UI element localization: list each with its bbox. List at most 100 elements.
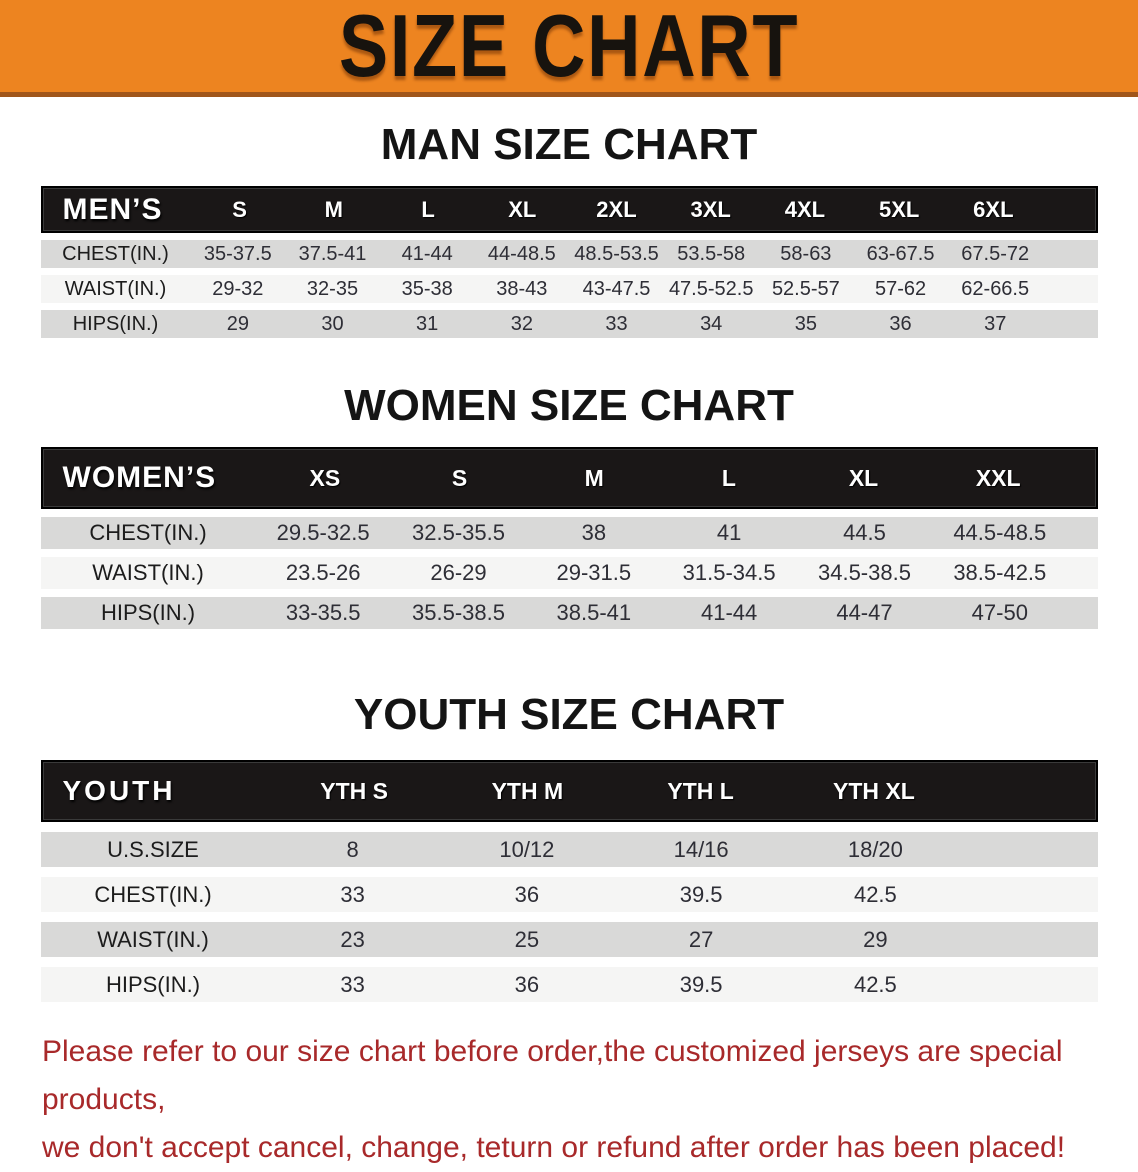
measurement-row: WAIST(IN.) 23 25 27 29 <box>40 922 1098 957</box>
size-value: 18/20 <box>847 836 903 862</box>
size-value: 39.5 <box>679 971 723 997</box>
size-column-header: YTH S <box>320 777 388 804</box>
size-value: 29 <box>863 926 888 952</box>
size-column-header: 2XL <box>596 196 637 222</box>
size-column-header: YTH XL <box>832 777 915 804</box>
size-value: 44-47 <box>836 600 893 625</box>
women-table-body: CHEST(IN.) 29.5-32.5 32.5-35.5 38 41 44.5 44.5… <box>40 517 1098 629</box>
size-value: 33 <box>340 881 365 907</box>
size-value: 10/12 <box>499 836 555 862</box>
size-value: 29-31.5 <box>556 560 632 585</box>
women-table-header-row: WOMEN’S XS S M L XL XXL <box>40 447 1098 509</box>
size-column-header: 3XL <box>690 196 731 222</box>
size-value: 36 <box>514 881 540 907</box>
measurement-row: HIPS(IN.) 33-35.5 35.5-38.5 38.5-41 41-44 44-… <box>40 597 1098 629</box>
size-value: 29 <box>226 312 249 335</box>
size-column-header: L <box>421 196 435 222</box>
size-value: 32-35 <box>306 277 359 300</box>
size-value: 8 <box>346 836 359 862</box>
size-group-label: MEN’S <box>62 192 163 226</box>
women-section-heading: WOMEN SIZE CHART <box>344 381 794 430</box>
size-column-header: XXL <box>975 464 1021 491</box>
measurement-label: HIPS(IN.) <box>100 600 196 625</box>
measurement-row: CHEST(IN.) 33 36 39.5 42.5 <box>40 877 1098 912</box>
size-value: 38.5-41 <box>556 600 632 625</box>
size-column-header: YTH L <box>667 777 734 804</box>
measurement-label: WAIST(IN.) <box>64 277 167 300</box>
youth-section-heading: YOUTH SIZE CHART <box>353 690 785 739</box>
men-table-header-row: MEN’S S M L XL 2XL 3XL 4XL 5XL 6XL <box>40 186 1098 233</box>
size-value: 41 <box>716 520 742 545</box>
men-section-heading: MAN SIZE CHART <box>380 120 758 169</box>
size-value: 31.5-34.5 <box>682 560 776 585</box>
size-value: 36 <box>514 971 540 997</box>
size-value: 27 <box>688 926 714 952</box>
measurement-row: WAIST(IN.) 23.5-26 26-29 29-31.5 31.5-34.5 34… <box>40 557 1098 589</box>
disclaimer: Please refer to our size chart before or… <box>0 1028 1138 1172</box>
size-group-label: YOUTH <box>62 775 176 806</box>
measurement-row: U.S.SIZE 8 10/12 14/16 18/20 <box>40 832 1098 867</box>
size-value: 14/16 <box>673 836 729 862</box>
measurement-row: HIPS(IN.) 29 30 31 32 33 34 35 36 37 <box>40 310 1098 338</box>
size-value: 57-62 <box>874 277 927 300</box>
size-value: 35 <box>794 312 817 335</box>
page-title: SIZE CHART <box>338 0 800 95</box>
men-size-section: MAN SIZE CHART MEN’S S M L XL 2XL 3XL 4XL 5XL 6XL… <box>0 119 1138 338</box>
size-value: 47.5-52.5 <box>668 277 754 300</box>
size-value: 42.5 <box>853 971 897 997</box>
disclaimer-line-1: Please refer to our size chart before or… <box>42 1035 1063 1116</box>
measurement-label: HIPS(IN.) <box>72 312 159 335</box>
size-value: 44-48.5 <box>487 242 556 265</box>
size-value: 44.5 <box>843 520 886 545</box>
size-value: 32.5-35.5 <box>412 520 505 545</box>
size-value: 39.5 <box>679 881 723 907</box>
size-column-header: S <box>232 196 247 222</box>
size-value: 37 <box>984 312 1007 335</box>
size-value: 29-32 <box>212 277 264 300</box>
size-value: 47-50 <box>971 600 1028 625</box>
size-column-header: XS <box>309 464 341 491</box>
size-column-header: 5XL <box>878 196 920 222</box>
measurement-label: CHEST(IN.) <box>62 242 169 265</box>
size-value: 23 <box>340 926 365 952</box>
measurement-label: CHEST(IN.) <box>89 520 207 545</box>
banner: SIZE CHART <box>0 0 1138 97</box>
size-value: 67.5-72 <box>961 242 1030 265</box>
size-value: 36 <box>889 312 912 335</box>
women-size-table: WOMEN’S XS S M L XL XXL CHEST(IN.) 29.5-32.5 32.… <box>40 447 1098 629</box>
measurement-label: U.S.SIZE <box>107 836 199 862</box>
women-size-section: WOMEN SIZE CHART WOMEN’S XS S M L XL XXL CHEST… <box>0 380 1138 629</box>
men-size-table: MEN’S S M L XL 2XL 3XL 4XL 5XL 6XL CHEST(IN.) 35-3… <box>40 186 1098 338</box>
size-value: 37.5-41 <box>298 242 367 265</box>
size-value: 25 <box>514 926 540 952</box>
size-value: 58-63 <box>780 242 832 265</box>
size-column-header: M <box>584 464 604 491</box>
size-value: 62-66.5 <box>961 277 1030 300</box>
size-value: 31 <box>416 312 439 335</box>
measurement-row: WAIST(IN.) 29-32 32-35 35-38 38-43 43-47.5 47.… <box>40 275 1098 303</box>
measurement-row: CHEST(IN.) 35-37.5 37.5-41 41-44 44-48.5 48.5… <box>40 240 1098 268</box>
size-column-header: L <box>721 464 736 491</box>
youth-table-body: U.S.SIZE 8 10/12 14/16 18/20 CHEST(IN.) 33 36 39… <box>40 832 1098 1002</box>
youth-table-header-row: YOUTH YTH S YTH M YTH L YTH XL <box>40 760 1098 822</box>
size-value: 26-29 <box>430 560 487 585</box>
men-table-body: CHEST(IN.) 35-37.5 37.5-41 41-44 44-48.5 48.5… <box>40 240 1098 338</box>
size-value: 35-38 <box>401 277 453 300</box>
size-group-label: WOMEN’S <box>62 461 217 494</box>
size-value: 38 <box>581 520 607 545</box>
measurement-label: WAIST(IN.) <box>97 926 209 952</box>
size-column-header: YTH M <box>491 777 564 804</box>
size-value: 30 <box>321 312 344 335</box>
measurement-label: CHEST(IN.) <box>94 881 212 907</box>
youth-size-section: YOUTH SIZE CHART YOUTH YTH S YTH M YTH L YTH… <box>0 689 1138 1002</box>
size-value: 33 <box>605 312 628 335</box>
measurement-row: HIPS(IN.) 33 36 39.5 42.5 <box>40 967 1098 1002</box>
size-value: 38.5-42.5 <box>953 560 1047 585</box>
size-column-header: 6XL <box>973 196 1014 222</box>
size-column-header: M <box>324 196 343 222</box>
size-value: 63-67.5 <box>866 242 935 265</box>
size-value: 38-43 <box>496 277 548 300</box>
measurement-label: WAIST(IN.) <box>92 560 204 585</box>
size-value: 42.5 <box>853 881 897 907</box>
